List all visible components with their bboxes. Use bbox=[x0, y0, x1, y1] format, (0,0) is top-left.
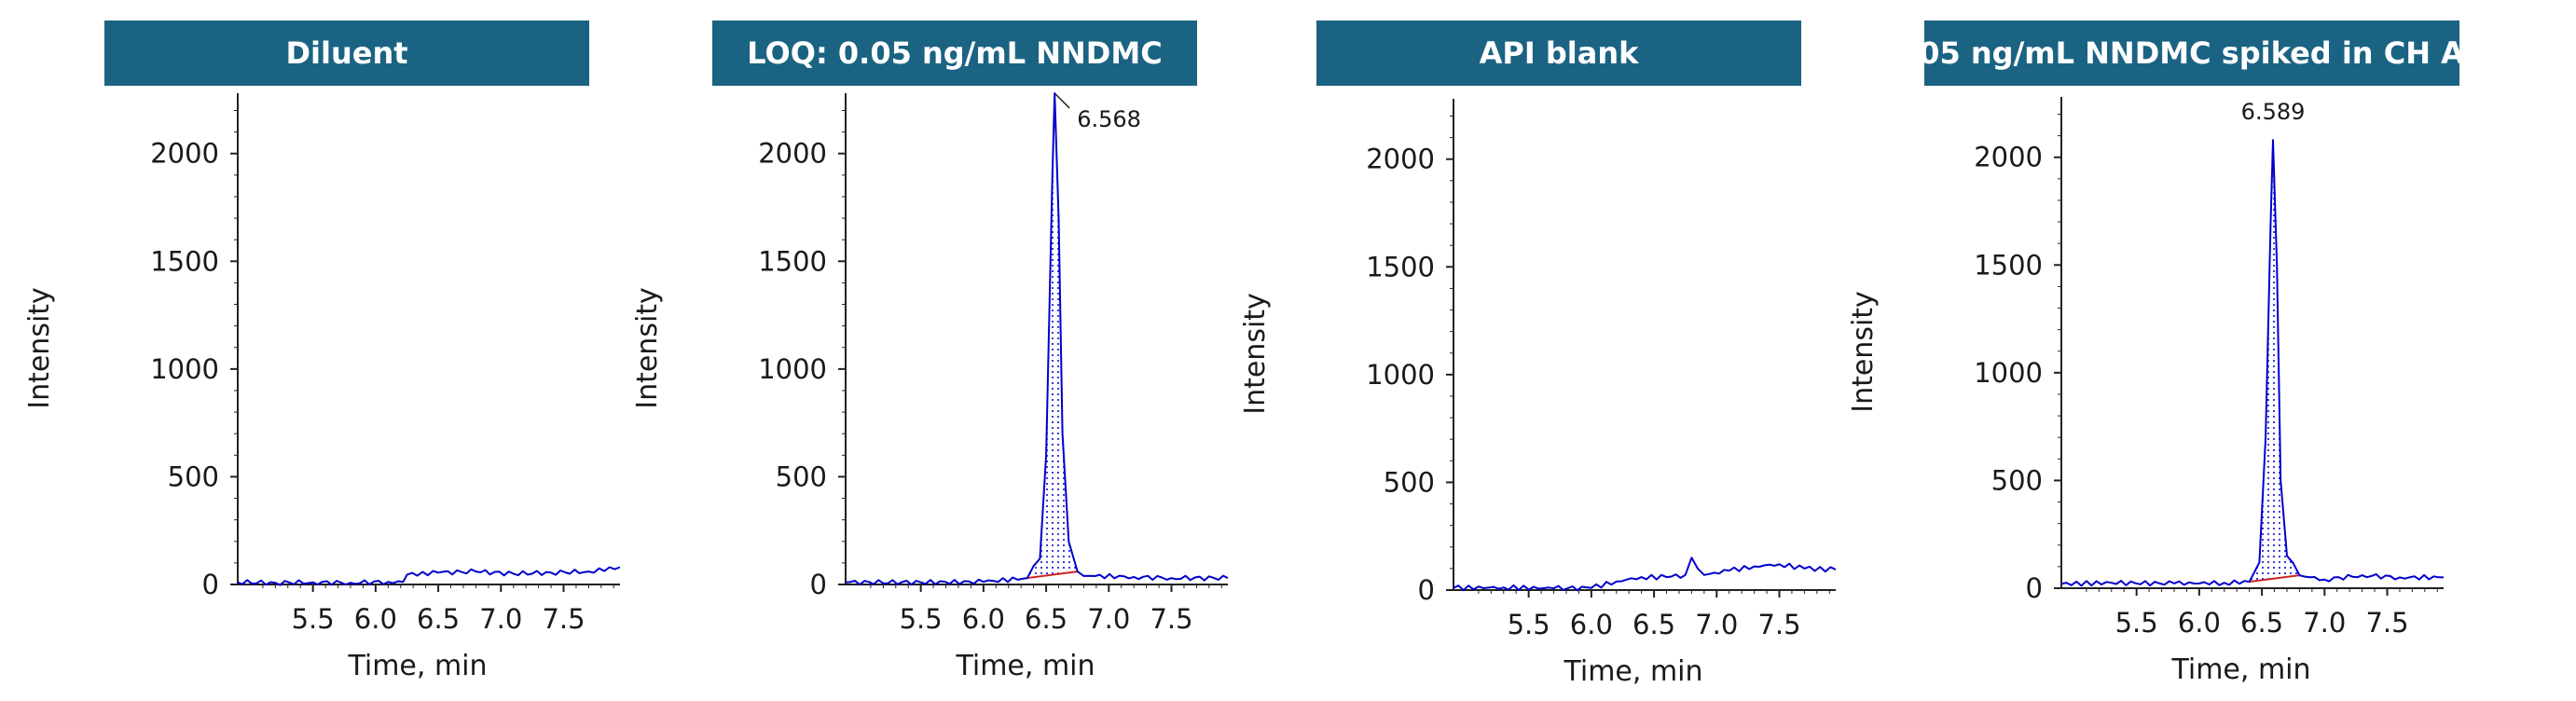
x-tick-label: 7.5 bbox=[1150, 603, 1192, 635]
series-line bbox=[237, 566, 621, 586]
chart-panel-diluent: Diluent 0 500 1000 1500 2000 5.5 6.0 6.5 7.0 7.5 T… bbox=[0, 0, 643, 701]
y-tick-label: 1000 bbox=[150, 353, 219, 385]
peak-area bbox=[1026, 93, 1078, 579]
chart-plot: 0 500 1000 1500 2000 5.5 6.0 6.5 7.0 7.5 Time, min… bbox=[1847, 97, 2445, 686]
y-tick-label: 1000 bbox=[758, 353, 827, 385]
x-tick-label: 6.0 bbox=[354, 603, 397, 635]
peak-label-leader bbox=[1054, 92, 1070, 109]
y-tick-label: 500 bbox=[168, 460, 219, 492]
x-tick-label: 7.0 bbox=[1087, 603, 1130, 635]
y-tick-label: 2000 bbox=[150, 138, 219, 170]
y-tick-label: 1500 bbox=[1974, 249, 2043, 281]
series-line bbox=[845, 92, 1229, 586]
chart-title: 0.05 ng/mL NNDMC spiked in CH API bbox=[1924, 21, 2459, 86]
x-tick-label: 6.5 bbox=[1025, 603, 1068, 635]
x-tick-label: 5.5 bbox=[292, 603, 335, 635]
chart-plot: 0 500 1000 1500 2000 5.5 6.0 6.5 7.0 7.5 Time, min… bbox=[1239, 99, 1837, 688]
x-tick-label: 7.5 bbox=[2365, 607, 2408, 639]
y-tick-label: 2000 bbox=[758, 138, 827, 170]
chart-title: API blank bbox=[1316, 21, 1801, 86]
x-tick-label: 5.5 bbox=[900, 603, 943, 635]
peak-label: 6.589 bbox=[2241, 99, 2306, 125]
y-tick-label: 1000 bbox=[1366, 359, 1435, 391]
x-axis-label: Time, min bbox=[2170, 653, 2310, 686]
y-axis-label: Intensity bbox=[1847, 291, 1880, 413]
y-axis-label: Intensity bbox=[631, 287, 664, 409]
x-tick-label: 7.0 bbox=[479, 603, 522, 635]
x-tick-label: 6.5 bbox=[417, 603, 460, 635]
chart-title: LOQ: 0.05 ng/mL NNDMC bbox=[712, 21, 1197, 86]
y-tick-label: 500 bbox=[776, 460, 827, 492]
x-tick-label: 5.5 bbox=[1508, 609, 1550, 640]
chart-title: Diluent bbox=[104, 21, 589, 86]
x-tick-label: 6.0 bbox=[2178, 607, 2221, 639]
x-tick-label: 6.0 bbox=[962, 603, 1005, 635]
y-tick-label: 0 bbox=[1418, 574, 1435, 606]
x-tick-label: 5.5 bbox=[2115, 607, 2158, 639]
x-axis-label: Time, min bbox=[1563, 655, 1702, 688]
series-line bbox=[1453, 557, 1837, 592]
series-line bbox=[2060, 139, 2445, 587]
x-tick-label: 7.0 bbox=[2303, 607, 2346, 639]
y-tick-label: 500 bbox=[1991, 464, 2043, 496]
y-axis-label: Intensity bbox=[1239, 293, 1272, 415]
x-tick-label: 7.5 bbox=[1757, 609, 1800, 640]
y-tick-label: 1500 bbox=[758, 245, 827, 277]
y-axis-label: Intensity bbox=[23, 287, 56, 409]
chart-plot: 0 500 1000 1500 2000 5.5 6.0 6.5 7.0 7.5 Time, min… bbox=[631, 92, 1229, 682]
y-tick-label: 0 bbox=[202, 569, 219, 600]
chart-panel-spiked-api: 0.05 ng/mL NNDMC spiked in CH API 0 500 10… bbox=[1824, 0, 2467, 701]
peak-baseline bbox=[2249, 574, 2300, 584]
y-tick-label: 1000 bbox=[1974, 357, 2043, 389]
y-tick-label: 500 bbox=[1384, 466, 1435, 498]
x-tick-label: 7.0 bbox=[1695, 609, 1738, 640]
x-tick-label: 7.5 bbox=[542, 603, 585, 635]
chart-plot: 0 500 1000 1500 2000 5.5 6.0 6.5 7.0 7.5 Time, min… bbox=[23, 93, 621, 682]
peak-area bbox=[2249, 140, 2300, 583]
y-tick-label: 2000 bbox=[1974, 142, 2043, 173]
y-tick-label: 0 bbox=[2026, 572, 2043, 604]
y-tick-label: 1500 bbox=[150, 245, 219, 277]
y-tick-label: 0 bbox=[810, 569, 827, 600]
x-axis-label: Time, min bbox=[347, 650, 487, 682]
x-axis-label: Time, min bbox=[955, 650, 1095, 682]
chart-panel-loq: LOQ: 0.05 ng/mL NNDMC 0 500 1000 1500 2000 5.… bbox=[608, 0, 1251, 701]
y-tick-label: 2000 bbox=[1366, 144, 1435, 175]
x-tick-label: 6.5 bbox=[1632, 609, 1675, 640]
peak-baseline bbox=[1026, 570, 1078, 580]
peak-label: 6.568 bbox=[1077, 106, 1141, 132]
y-tick-label: 1500 bbox=[1366, 251, 1435, 282]
x-tick-label: 6.5 bbox=[2240, 607, 2283, 639]
x-tick-label: 6.0 bbox=[1570, 609, 1613, 640]
chart-panel-api-blank: API blank 0 500 1000 1500 2000 5.5 6.0 6.5 7.0 7.… bbox=[1216, 0, 1859, 701]
